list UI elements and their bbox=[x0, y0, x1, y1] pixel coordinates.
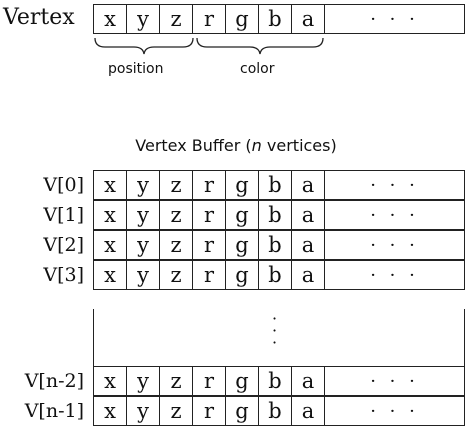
component-g: g bbox=[226, 367, 259, 395]
vertex-component-x: x bbox=[94, 5, 127, 33]
vertex-ellipsis: · · · bbox=[370, 8, 419, 30]
row-ellipsis: · · · bbox=[370, 400, 419, 422]
row-label: V[3] bbox=[43, 264, 84, 286]
vertex-component-a: a bbox=[292, 5, 325, 33]
vertex-component-b: b bbox=[259, 5, 292, 33]
position-brace bbox=[94, 37, 194, 55]
component-b: b bbox=[259, 261, 292, 289]
buffer-gap bbox=[93, 309, 465, 366]
component-g: g bbox=[226, 231, 259, 259]
component-r: r bbox=[193, 261, 226, 289]
component-b: b bbox=[259, 201, 292, 229]
component-r: r bbox=[193, 231, 226, 259]
vertex-component-g: g bbox=[226, 5, 259, 33]
component-r: r bbox=[193, 367, 226, 395]
component-g: g bbox=[226, 201, 259, 229]
component-a: a bbox=[292, 367, 325, 395]
buffer-row: x y z r g b a · · · bbox=[93, 260, 465, 290]
component-y: y bbox=[127, 397, 160, 425]
component-x: x bbox=[94, 231, 127, 259]
component-y: y bbox=[127, 261, 160, 289]
component-a: a bbox=[292, 231, 325, 259]
vertex-layout-row: x y z r g b a · · · bbox=[93, 4, 465, 34]
component-r: r bbox=[193, 201, 226, 229]
component-y: y bbox=[127, 367, 160, 395]
row-ellipsis: · · · bbox=[370, 174, 419, 196]
component-g: g bbox=[226, 261, 259, 289]
component-b: b bbox=[259, 367, 292, 395]
row-label: V[n-1] bbox=[24, 400, 84, 422]
component-g: g bbox=[226, 397, 259, 425]
vertical-ellipsis: · · · bbox=[272, 309, 278, 352]
component-x: x bbox=[94, 201, 127, 229]
component-a: a bbox=[292, 171, 325, 199]
component-x: x bbox=[94, 171, 127, 199]
component-r: r bbox=[193, 397, 226, 425]
position-label: position bbox=[108, 61, 164, 77]
brace-graphics bbox=[94, 37, 324, 55]
component-x: x bbox=[94, 261, 127, 289]
component-y: y bbox=[127, 171, 160, 199]
buffer-row: x y z r g b a · · · bbox=[93, 170, 465, 200]
buffer-row: x y z r g b a · · · bbox=[93, 366, 465, 396]
component-b: b bbox=[259, 231, 292, 259]
row-ellipsis: · · · bbox=[370, 204, 419, 226]
row-label: V[2] bbox=[43, 234, 84, 256]
component-a: a bbox=[292, 261, 325, 289]
vertex-component-z: z bbox=[160, 5, 193, 33]
component-z: z bbox=[160, 201, 193, 229]
row-label: V[1] bbox=[43, 204, 84, 226]
buffer-row: x y z r g b a · · · bbox=[93, 230, 465, 260]
component-x: x bbox=[94, 367, 127, 395]
vertex-component-y: y bbox=[127, 5, 160, 33]
component-b: b bbox=[259, 171, 292, 199]
row-label: V[n-2] bbox=[24, 370, 84, 392]
buffer-row: x y z r g b a · · · bbox=[93, 200, 465, 230]
row-ellipsis: · · · bbox=[370, 234, 419, 256]
component-z: z bbox=[160, 367, 193, 395]
color-brace bbox=[196, 37, 324, 55]
component-a: a bbox=[292, 201, 325, 229]
component-a: a bbox=[292, 397, 325, 425]
component-r: r bbox=[193, 171, 226, 199]
buffer-row: x y z r g b a · · · bbox=[93, 396, 465, 426]
component-y: y bbox=[127, 201, 160, 229]
buffer-title: Vertex Buffer (n vertices) bbox=[135, 136, 337, 155]
color-label: color bbox=[240, 61, 275, 77]
row-label: V[0] bbox=[43, 174, 84, 196]
component-z: z bbox=[160, 231, 193, 259]
component-b: b bbox=[259, 397, 292, 425]
component-g: g bbox=[226, 171, 259, 199]
component-z: z bbox=[160, 397, 193, 425]
row-ellipsis: · · · bbox=[370, 264, 419, 286]
component-x: x bbox=[94, 397, 127, 425]
component-y: y bbox=[127, 231, 160, 259]
component-z: z bbox=[160, 171, 193, 199]
vertex-component-r: r bbox=[193, 5, 226, 33]
component-z: z bbox=[160, 261, 193, 289]
vertex-label: Vertex bbox=[3, 5, 75, 30]
row-ellipsis: · · · bbox=[370, 370, 419, 392]
